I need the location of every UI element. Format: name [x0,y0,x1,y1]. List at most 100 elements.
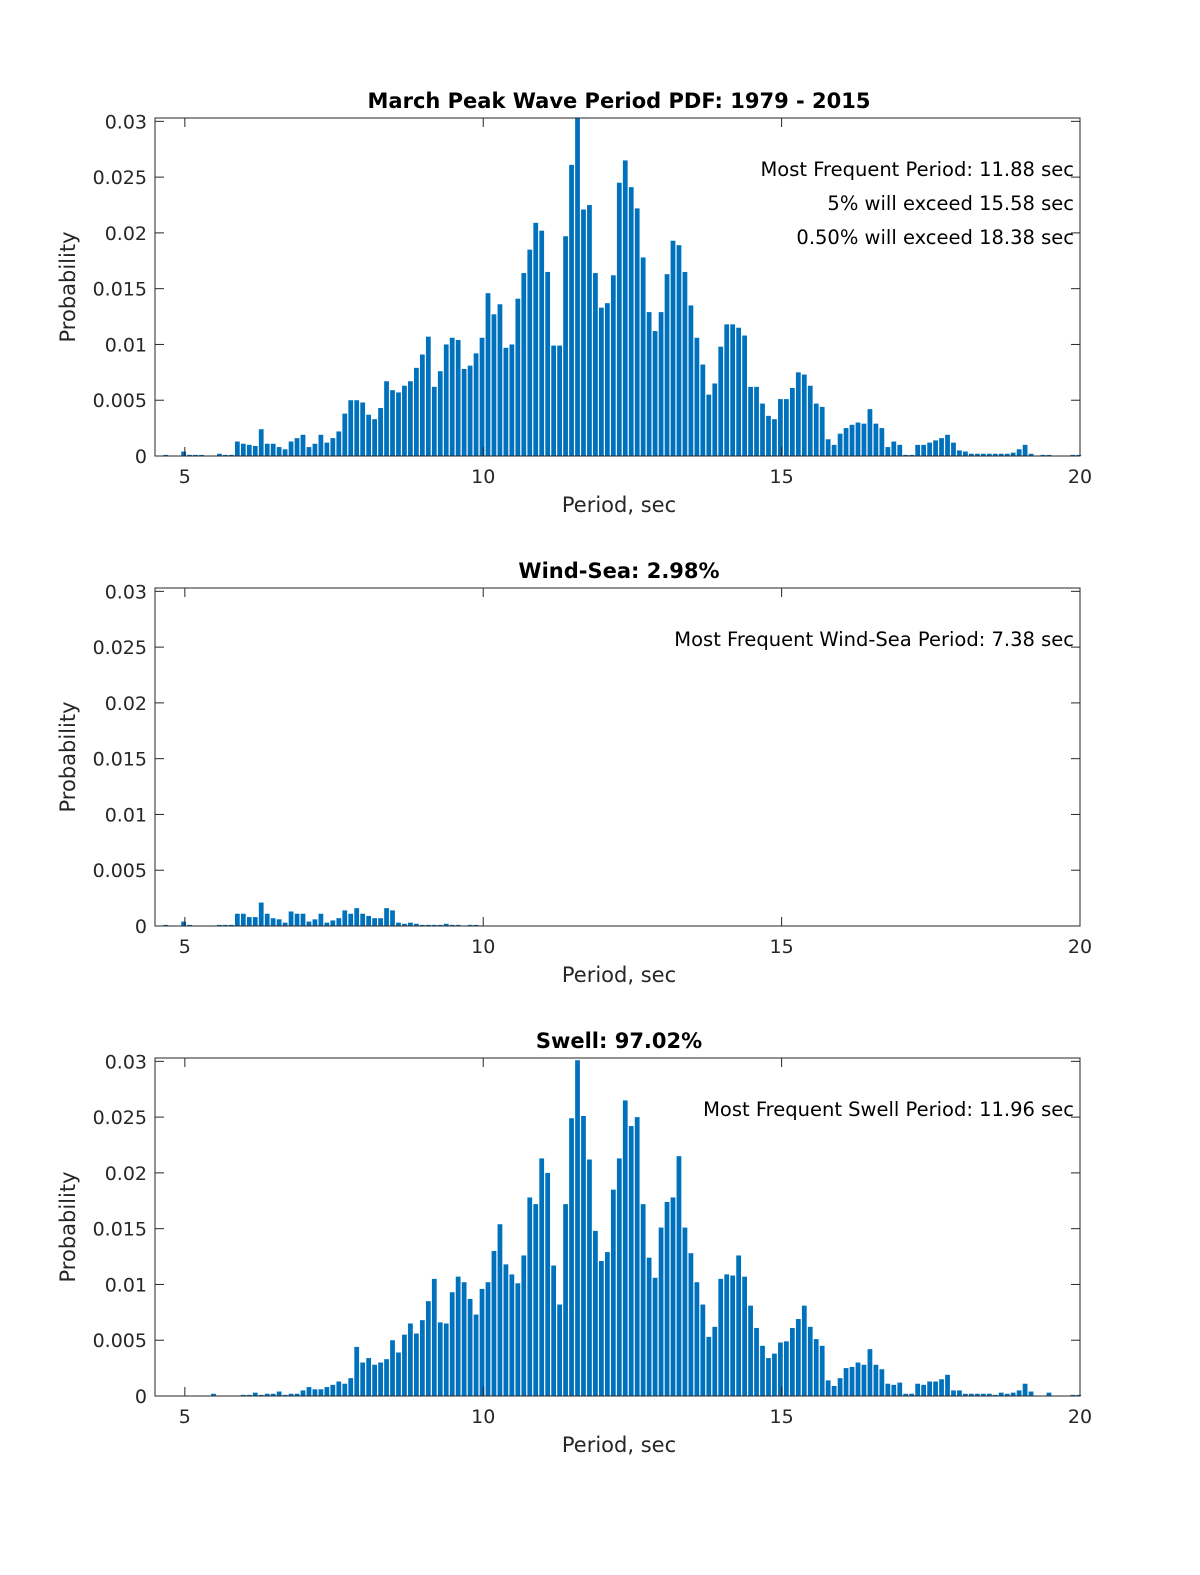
bar [467,1298,473,1396]
bar [324,442,330,456]
bar [921,1384,927,1396]
bar [539,230,545,456]
bar [282,1394,288,1396]
bar [897,444,903,456]
bar [408,922,413,926]
bar [658,1227,664,1396]
bar [718,346,724,456]
bar [903,454,909,456]
bar [390,910,395,926]
y-tick-label: 0.02 [105,693,147,715]
bar [1070,454,1076,456]
bar [461,1282,467,1396]
bar [885,1383,891,1396]
bar [825,439,831,456]
bar [831,1385,837,1396]
bar [1040,454,1046,456]
y-tick-label: 0.025 [93,1107,147,1129]
x-tick-label: 20 [1068,1406,1092,1428]
bar [199,454,204,456]
bar [252,1392,258,1396]
bar [807,385,813,456]
panel-title: Wind-Sea: 2.98% [518,559,719,583]
bar [449,337,455,456]
bar [330,920,336,926]
bar [229,924,234,926]
bar [616,1158,622,1396]
bar [318,434,324,456]
y-tick-label: 0.01 [105,334,147,356]
bar [252,917,258,926]
bar [736,327,742,456]
bar [378,1362,383,1396]
bar [587,1159,592,1396]
bar [688,305,694,456]
bar [604,303,610,456]
bar [348,400,354,456]
bar [402,923,407,926]
y-tick-label: 0.03 [105,581,147,603]
y-tick-label: 0 [135,1386,147,1408]
bar [813,1339,819,1396]
bar [951,442,956,456]
annotation-most-frequent-wind-sea-period: Most Frequent Wind-Sea Period: 7.38 sec [674,628,1074,651]
bar [366,1358,372,1396]
bar [766,1358,771,1396]
bar [181,921,187,926]
bar [593,1230,598,1396]
bar [718,1278,724,1396]
bar [951,1390,956,1396]
bar [784,1341,789,1396]
bar [312,443,318,456]
bar [551,1265,557,1396]
bar [694,1282,700,1396]
bar [1010,452,1016,456]
bar [909,454,915,456]
bar [939,1379,944,1396]
panel-title: Swell: 97.02% [536,1029,702,1053]
bar [551,345,557,456]
bar [581,209,586,456]
bar [1070,1394,1076,1396]
bar [521,273,527,456]
bar [992,453,998,456]
bar [658,312,664,456]
bar [760,1345,765,1396]
y-tick-label: 0 [135,446,147,468]
bar [849,424,855,456]
bar [246,1394,252,1396]
bar [599,1261,604,1396]
bar [294,913,300,926]
bar [855,1362,861,1396]
y-tick-label: 0.005 [93,860,147,882]
bar [396,1352,401,1396]
bar [485,293,491,456]
bar [700,1304,706,1396]
bar [181,451,187,456]
bar [813,403,819,456]
bar [246,917,252,926]
bar [360,402,366,456]
bar [425,336,431,456]
bar [628,187,634,456]
bar [819,1345,825,1396]
bar [867,1349,873,1396]
bar [676,245,682,456]
bar [378,918,383,926]
bar [1010,1392,1016,1396]
bar [831,444,837,456]
bar [563,1204,568,1396]
bar [467,924,473,926]
bar [772,419,777,456]
y-axis-label: Probability [56,1171,80,1282]
bar [909,1393,915,1396]
bar [998,453,1004,456]
bar [778,1342,783,1396]
bar [903,1393,909,1396]
bar [527,249,533,456]
bar [933,1381,938,1396]
bar [443,1323,449,1396]
bar [706,394,712,456]
bar [497,304,503,456]
bar [234,441,240,456]
